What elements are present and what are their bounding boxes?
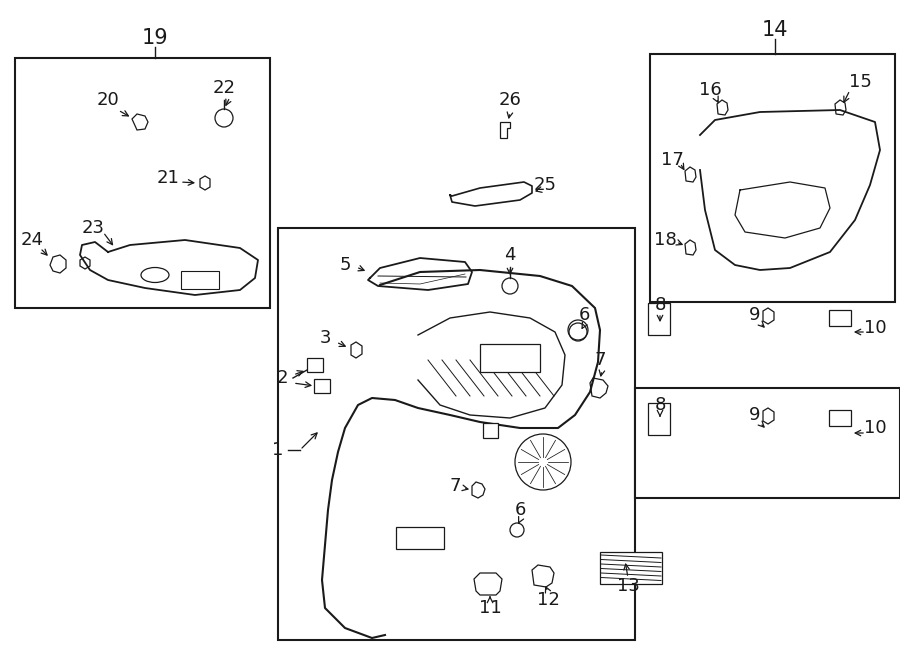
Bar xyxy=(307,358,323,372)
Bar xyxy=(648,303,670,335)
Text: 1: 1 xyxy=(273,441,284,459)
Bar xyxy=(829,310,851,326)
Text: 18: 18 xyxy=(653,231,677,249)
Text: 4: 4 xyxy=(504,246,516,264)
Bar xyxy=(181,271,219,289)
Bar xyxy=(480,344,540,372)
Text: 26: 26 xyxy=(499,91,521,109)
Text: 8: 8 xyxy=(654,396,666,414)
Text: 8: 8 xyxy=(654,296,666,314)
Bar xyxy=(600,552,662,584)
Text: 7: 7 xyxy=(449,477,461,495)
Bar xyxy=(482,422,498,438)
Text: 11: 11 xyxy=(479,599,501,617)
Bar xyxy=(396,527,444,549)
Text: 10: 10 xyxy=(864,419,886,437)
Text: 13: 13 xyxy=(616,577,639,595)
Bar xyxy=(314,379,330,393)
Text: 17: 17 xyxy=(661,151,683,169)
Bar xyxy=(635,388,900,498)
Text: 6: 6 xyxy=(579,306,590,324)
Text: 20: 20 xyxy=(96,91,120,109)
Bar xyxy=(278,228,635,640)
Bar xyxy=(829,410,851,426)
Text: 21: 21 xyxy=(157,169,179,187)
Text: 2: 2 xyxy=(276,369,288,387)
Bar xyxy=(15,58,270,308)
Text: 19: 19 xyxy=(141,28,168,48)
Text: 7: 7 xyxy=(594,351,606,369)
Text: 23: 23 xyxy=(82,219,104,237)
Text: 22: 22 xyxy=(212,79,236,97)
Text: 9: 9 xyxy=(749,406,760,424)
Text: 24: 24 xyxy=(21,231,43,249)
Text: 10: 10 xyxy=(864,319,886,337)
Bar xyxy=(650,54,895,302)
Text: 25: 25 xyxy=(534,176,556,194)
Text: 14: 14 xyxy=(761,20,788,40)
Text: 5: 5 xyxy=(339,256,351,274)
Text: 9: 9 xyxy=(749,306,760,324)
Bar xyxy=(648,403,670,435)
Text: 16: 16 xyxy=(698,81,722,99)
Text: 6: 6 xyxy=(514,501,526,519)
Text: 15: 15 xyxy=(849,73,871,91)
Text: 12: 12 xyxy=(536,591,560,609)
Text: 3: 3 xyxy=(320,329,331,347)
